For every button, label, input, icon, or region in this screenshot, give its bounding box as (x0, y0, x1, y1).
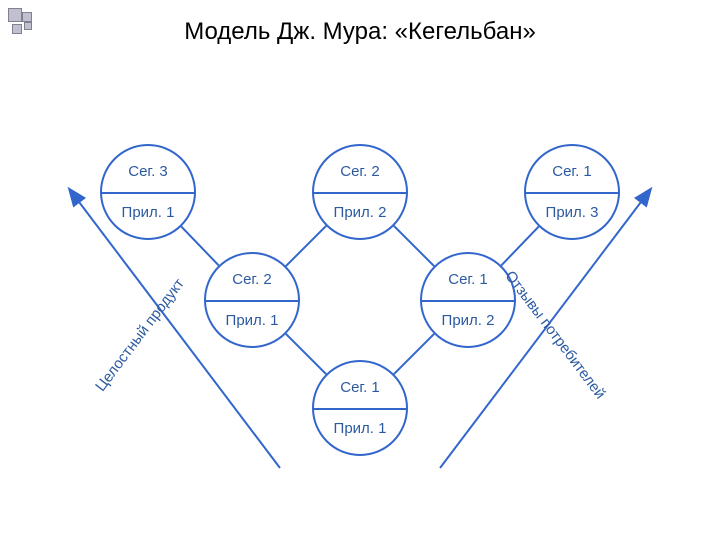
edge (286, 226, 326, 266)
node-n21: Сег. 2 Прил. 1 (204, 252, 300, 348)
node-n33: Сег. 1 Прил. 3 (524, 144, 620, 240)
node-divider (422, 300, 514, 302)
node-divider (102, 192, 194, 194)
node-n31: Сег. 3 Прил. 1 (100, 144, 196, 240)
node-bottom-text: Прил. 2 (314, 204, 406, 221)
node-top-text: Сег. 3 (102, 163, 194, 180)
node-n22: Сег. 1 Прил. 2 (420, 252, 516, 348)
node-top-text: Сег. 1 (314, 379, 406, 396)
edge (394, 334, 434, 374)
edge (501, 227, 538, 266)
edge (394, 226, 434, 266)
edge (286, 334, 326, 374)
node-bottom-text: Прил. 1 (206, 312, 298, 329)
node-bottom-text: Прил. 1 (102, 204, 194, 221)
node-top-text: Сег. 1 (422, 271, 514, 288)
page-title: Модель Дж. Мура: «Кегельбан» (0, 18, 720, 46)
node-top-text: Сег. 2 (206, 271, 298, 288)
node-divider (314, 192, 406, 194)
node-bottom-text: Прил. 3 (526, 204, 618, 221)
edge (181, 227, 218, 266)
node-divider (526, 192, 618, 194)
node-n32: Сег. 2 Прил. 2 (312, 144, 408, 240)
node-divider (314, 408, 406, 410)
node-bottom-text: Прил. 1 (314, 420, 406, 437)
node-n11: Сег. 1 Прил. 1 (312, 360, 408, 456)
node-bottom-text: Прил. 2 (422, 312, 514, 329)
node-top-text: Сег. 1 (526, 163, 618, 180)
node-top-text: Сег. 2 (314, 163, 406, 180)
bowling-diagram: Сег. 1Прил. 1Сег. 2Прил. 1Сег. 1Прил. 2С… (0, 80, 720, 520)
node-divider (206, 300, 298, 302)
